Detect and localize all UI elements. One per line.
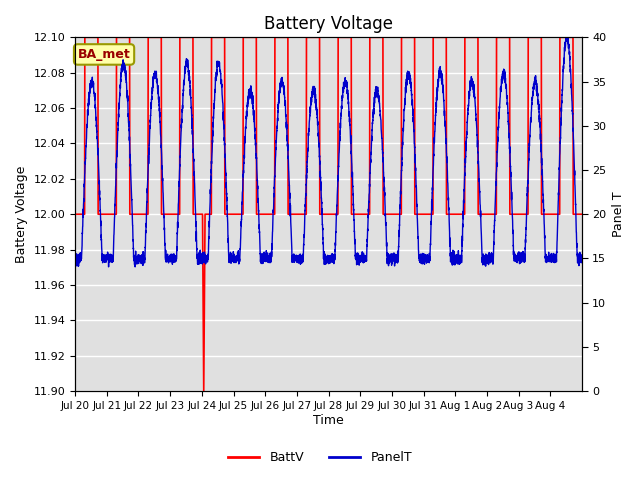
Y-axis label: Panel T: Panel T	[612, 192, 625, 237]
X-axis label: Time: Time	[313, 414, 344, 427]
Title: Battery Voltage: Battery Voltage	[264, 15, 393, 33]
Legend: BattV, PanelT: BattV, PanelT	[223, 446, 417, 469]
Text: BA_met: BA_met	[77, 48, 131, 61]
Y-axis label: Battery Voltage: Battery Voltage	[15, 166, 28, 263]
